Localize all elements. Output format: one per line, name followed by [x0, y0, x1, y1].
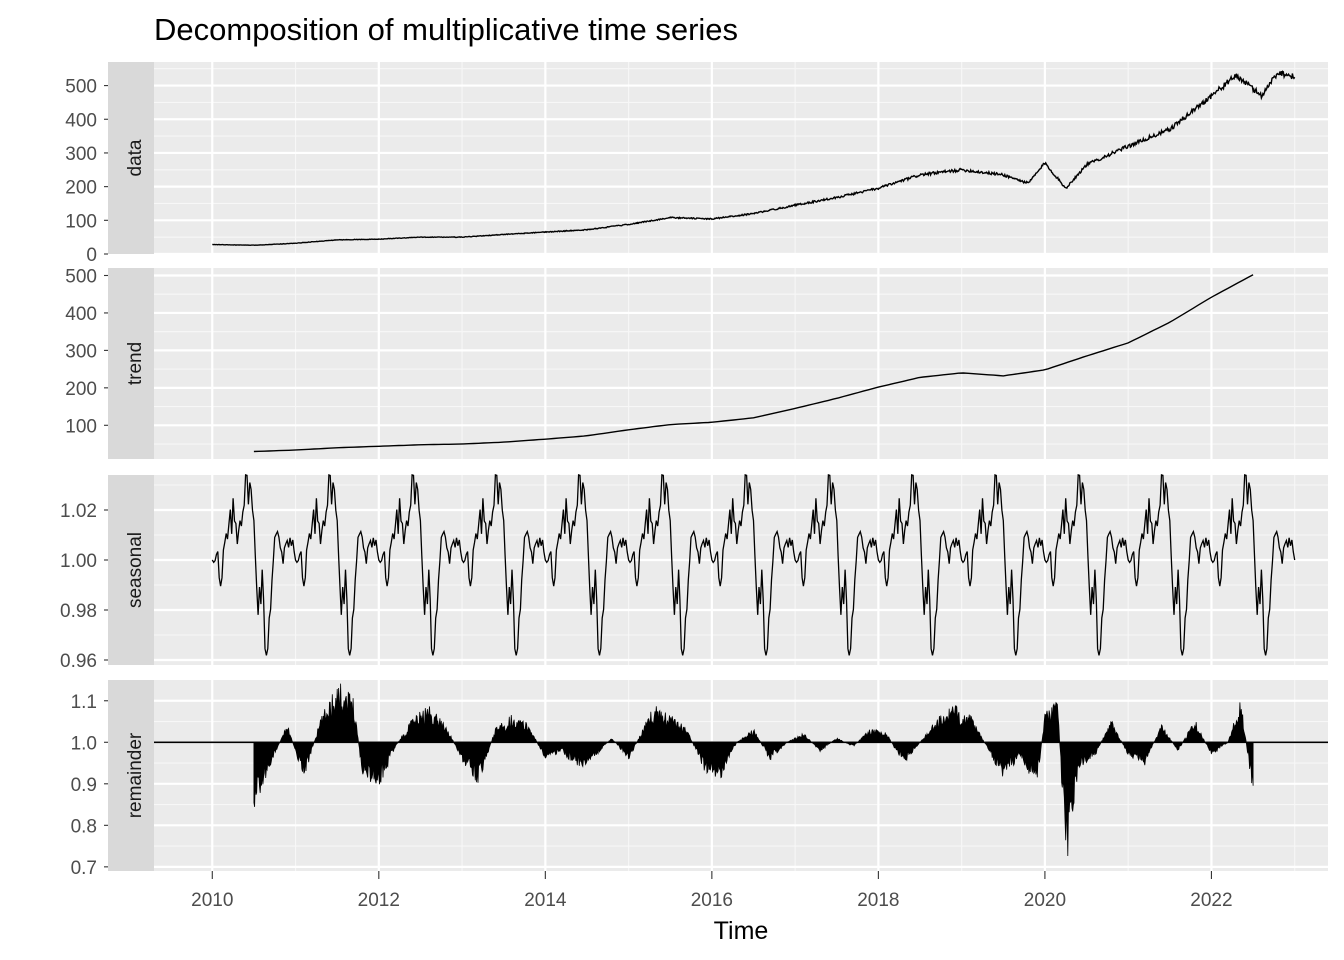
- x-tick-label: 2018: [857, 890, 899, 911]
- strip-remainder: [108, 680, 154, 871]
- y-tick-label: 500: [65, 77, 97, 98]
- y-tick-label: 0.8: [71, 816, 97, 837]
- strip-seasonal: [108, 475, 154, 665]
- y-tick-label: 100: [65, 211, 97, 232]
- y-tick-label: 0.96: [60, 651, 97, 672]
- y-tick-label: 400: [65, 110, 97, 131]
- series-line-data: [212, 70, 1296, 247]
- panel-seasonal: 0.96 0.98 1.00 1.02 seasonal: [60, 473, 1328, 672]
- x-tick-label: 2016: [691, 890, 733, 911]
- x-tick-label: 2022: [1190, 890, 1232, 911]
- y-tick-label: 1.00: [60, 551, 97, 572]
- y-tick-label: 0: [86, 245, 97, 266]
- y-tick-label: 1.02: [60, 501, 97, 522]
- x-tick-label: 2020: [1024, 890, 1066, 911]
- y-tick-label: 200: [65, 379, 97, 400]
- strip-label-trend: trend: [125, 342, 146, 385]
- x-tick-label: 2014: [524, 890, 567, 911]
- chart-title: Decomposition of multiplicative time ser…: [154, 12, 738, 47]
- x-tick-label: 2010: [191, 890, 233, 911]
- panel-background: [154, 475, 1328, 665]
- y-tick-label: 0.9: [71, 775, 97, 796]
- panel-remainder: 0.7 0.8 0.9 1.0 1.1 remainder: [71, 680, 1328, 879]
- y-tick-label: 300: [65, 341, 97, 362]
- strip-trend: [108, 268, 154, 459]
- y-tick-label: 0.98: [60, 601, 97, 622]
- panels-layer: 0 100 200 300 400 500 data 100 200 300 400 500 trend…: [60, 62, 1328, 879]
- strip-label-data: data: [125, 139, 146, 176]
- y-tick-label: 0.7: [71, 858, 97, 879]
- y-tick-label: 100: [65, 416, 97, 437]
- x-axis-title: Time: [714, 917, 769, 945]
- strip-data: [108, 62, 154, 254]
- panel-trend: 100 200 300 400 500 trend: [65, 266, 1328, 459]
- series-line-trend: [253, 274, 1254, 453]
- strip-label-remainder: remainder: [125, 732, 146, 818]
- y-tick-label: 400: [65, 304, 97, 325]
- y-tick-label: 1.0: [71, 733, 97, 754]
- series-line-seasonal: [211, 473, 1296, 656]
- y-tick-label: 300: [65, 144, 97, 165]
- x-axis: 2010 2012 2014 2016 2018 2020 2022: [191, 871, 1233, 911]
- x-tick-label: 2012: [358, 890, 400, 911]
- panel-data: 0 100 200 300 400 500 data: [65, 62, 1328, 266]
- y-tick-label: 1.1: [71, 692, 97, 713]
- panel-background: [154, 62, 1328, 254]
- panel-background: [154, 268, 1328, 459]
- y-tick-label: 500: [65, 266, 97, 287]
- y-tick-label: 200: [65, 178, 97, 199]
- strip-label-seasonal: seasonal: [125, 532, 146, 608]
- series-area-remainder: [253, 683, 1254, 857]
